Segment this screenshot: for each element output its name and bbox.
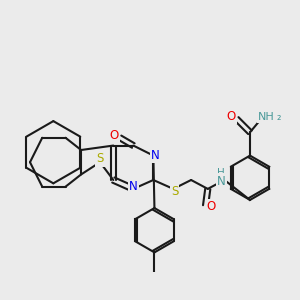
Text: N: N [129, 180, 138, 193]
Text: O: O [206, 200, 216, 213]
Text: S: S [96, 152, 104, 165]
Text: O: O [110, 129, 119, 142]
Text: H: H [217, 168, 225, 178]
Text: NH: NH [258, 112, 275, 122]
Text: S: S [171, 184, 178, 198]
Text: ₂: ₂ [277, 112, 281, 122]
Text: N: N [151, 149, 160, 162]
Text: O: O [226, 110, 236, 123]
Text: N: N [217, 175, 226, 188]
